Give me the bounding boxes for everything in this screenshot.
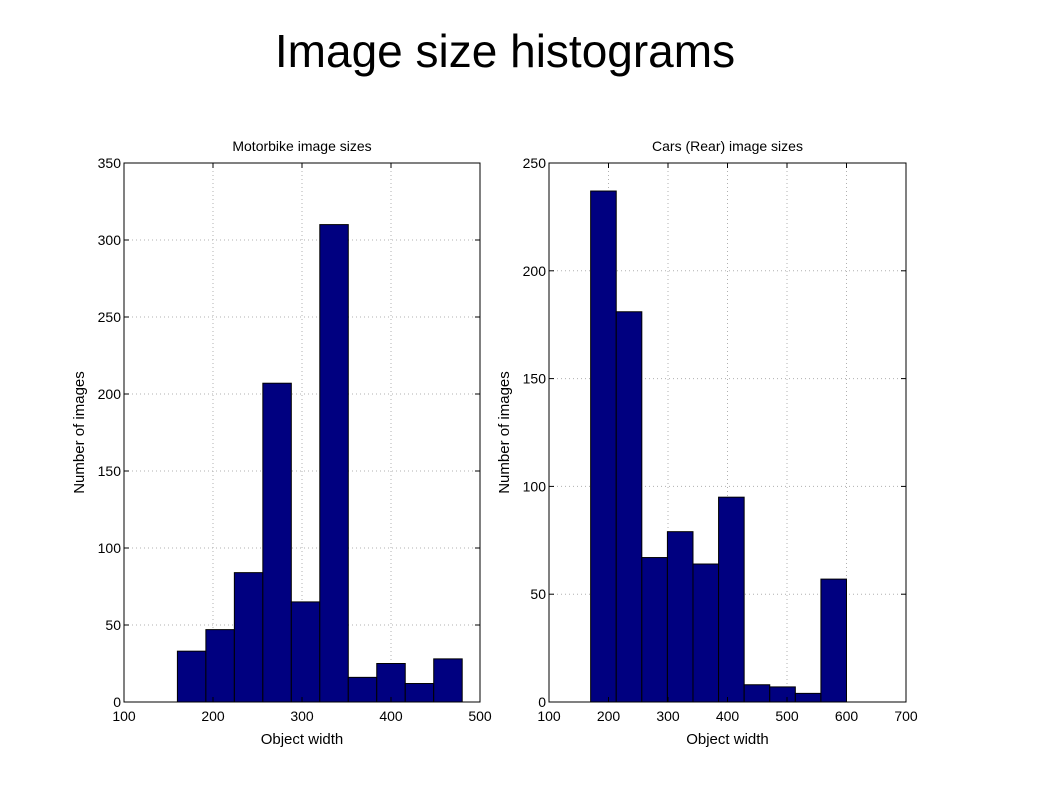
histogram-bar <box>319 224 349 703</box>
y-axis-label: Number of images <box>496 371 513 494</box>
histogram-bar <box>820 578 847 703</box>
histogram-bar <box>290 601 321 703</box>
y-tick-label: 100 <box>523 478 547 494</box>
x-tick-label: 200 <box>597 708 621 724</box>
y-tick-label: 250 <box>98 309 122 325</box>
y-tick-label: 50 <box>105 617 121 633</box>
histogram-bar <box>794 692 822 703</box>
histogram-bar <box>376 663 406 703</box>
y-tick-label: 200 <box>523 263 547 279</box>
histogram-bar <box>205 629 235 703</box>
histogram-bar <box>666 531 694 703</box>
x-tick-label: 200 <box>201 708 225 724</box>
histogram-bar <box>176 650 207 703</box>
y-tick-label: 150 <box>523 371 547 387</box>
x-tick-label: 100 <box>112 708 136 724</box>
histogram-bar <box>641 557 668 703</box>
y-tick-label: 0 <box>113 694 121 710</box>
histogram-bar <box>433 658 463 703</box>
x-tick-label: 400 <box>716 708 740 724</box>
chart-2: 100 200 300 400 500 600 700 0 50 100 150 200 250 Cars… <box>496 138 918 748</box>
slide-title: Image size histograms <box>274 25 736 77</box>
y-tick-label: 150 <box>98 463 122 479</box>
histogram-bar <box>769 686 796 703</box>
histogram-bar <box>347 676 378 703</box>
x-tick-label: 500 <box>468 708 492 724</box>
histogram-bar <box>615 311 643 703</box>
x-tick-label: 400 <box>379 708 403 724</box>
histogram-bar <box>404 683 435 703</box>
y-tick-label: 250 <box>523 155 547 171</box>
histogram-bar <box>743 684 771 703</box>
y-axis-label: Number of images <box>71 371 88 494</box>
histogram-bar <box>692 563 720 703</box>
x-tick-label: 700 <box>894 708 918 724</box>
chart-title: Cars (Rear) image sizes <box>652 138 803 154</box>
y-tick-label: 200 <box>98 386 122 402</box>
x-tick-label: 300 <box>656 708 680 724</box>
histogram-bar <box>590 190 617 703</box>
y-tick-label: 100 <box>98 540 122 556</box>
chart-1: 100 200 300 400 500 0 50 100 150 200 250 300 350 Moto… <box>71 138 492 748</box>
histogram-bar <box>233 572 264 703</box>
x-tick-label: 100 <box>537 708 561 724</box>
y-tick-label: 0 <box>538 694 546 710</box>
histogram-bar <box>718 496 745 703</box>
x-tick-label: 300 <box>290 708 314 724</box>
y-tick-label: 50 <box>530 586 546 602</box>
chart-title: Motorbike image sizes <box>232 138 371 154</box>
histogram-bar <box>262 382 292 703</box>
x-axis-label: Object width <box>686 731 769 748</box>
y-tick-label: 300 <box>98 232 122 248</box>
x-axis-label: Object width <box>261 731 344 748</box>
x-tick-label: 500 <box>775 708 799 724</box>
y-tick-label: 350 <box>98 155 122 171</box>
x-tick-label: 600 <box>835 708 859 724</box>
